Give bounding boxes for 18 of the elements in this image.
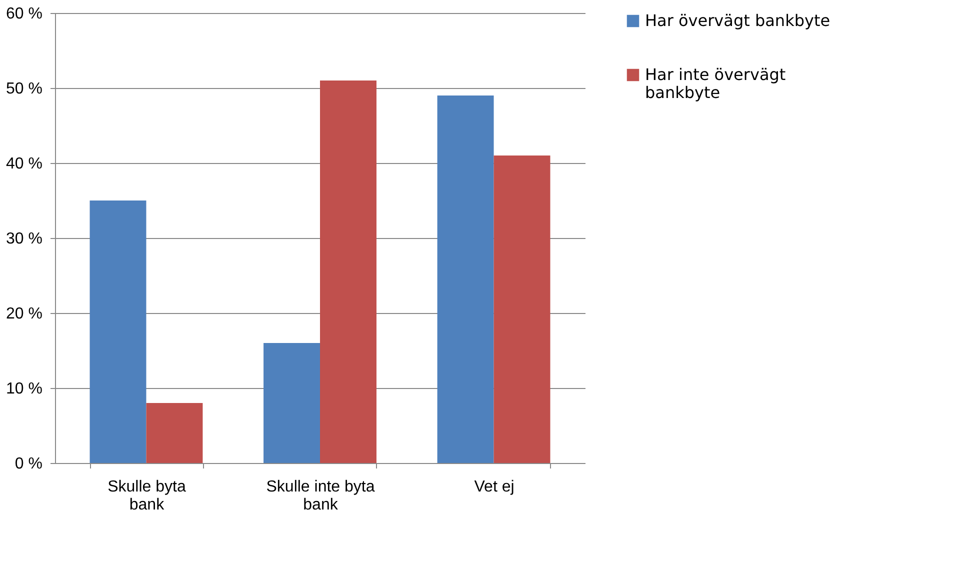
y-tick-label: 50 % [6,80,42,98]
y-tick-label: 60 % [6,6,42,22]
legend-label: Har inte övervägt bankbyte [645,65,786,102]
y-tick-label: 40 % [6,156,42,172]
bar [264,343,320,463]
x-tick-label: Skulle byta bank [108,478,186,514]
bar [320,80,376,463]
bar [146,403,203,463]
y-tick-label: 20 % [6,306,42,322]
bar [90,200,146,463]
y-tick-label: 10 % [6,380,42,398]
legend-label: Har övervägt bankbyte [645,11,830,30]
x-tick-label: Vet ej [474,478,514,496]
bar [494,156,550,463]
y-tick-label: 0 % [14,456,42,472]
x-tick-label: Skulle inte byta bank [266,478,375,514]
bar [437,96,494,463]
y-tick-label: 30 % [6,230,42,248]
